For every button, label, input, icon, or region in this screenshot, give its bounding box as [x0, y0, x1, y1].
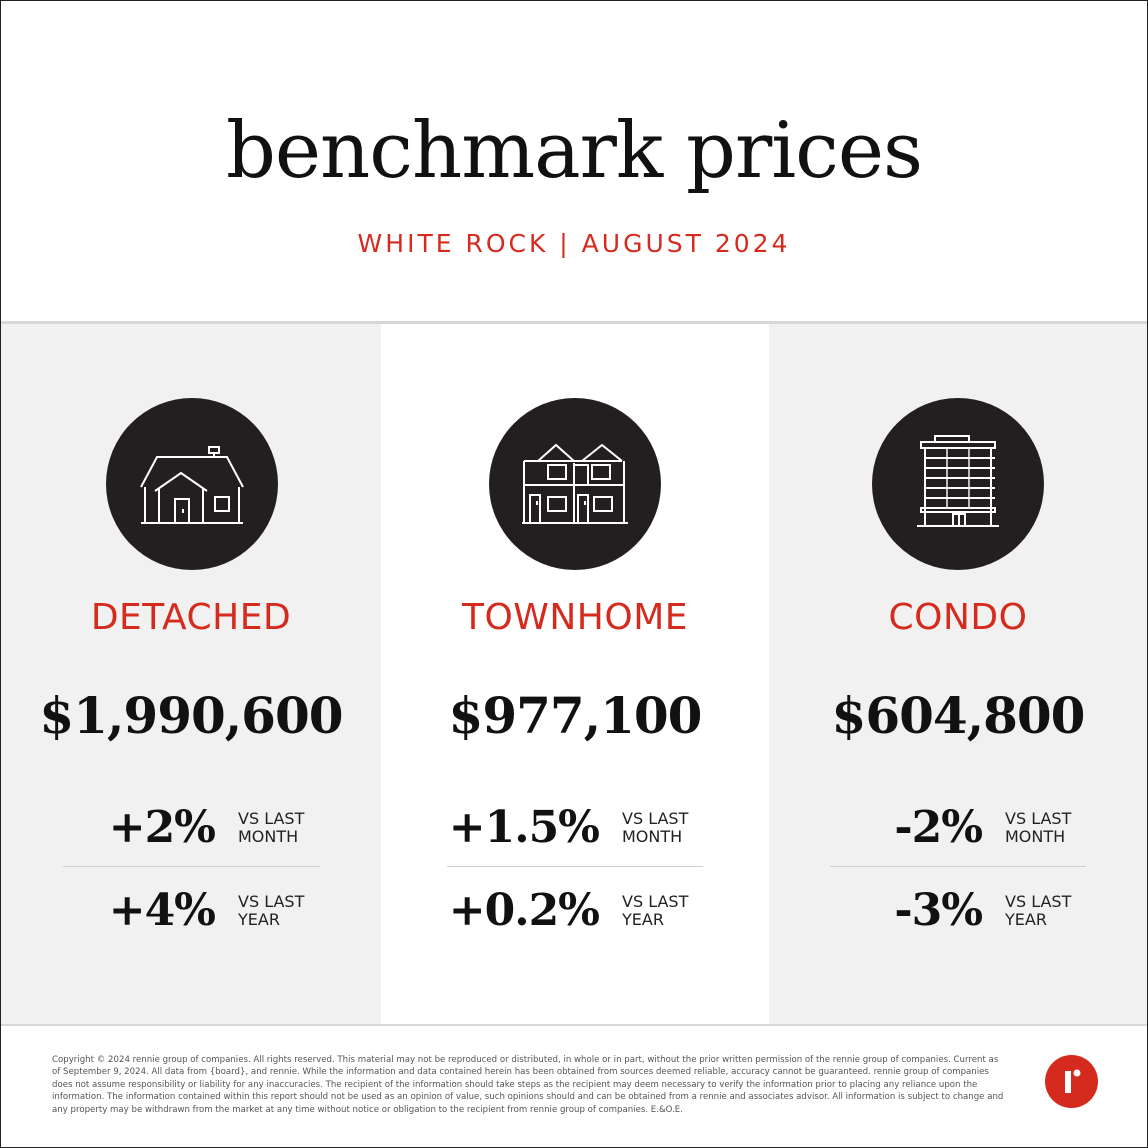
change-label: VS LAST MONTH — [238, 810, 338, 846]
change-label-line2: YEAR — [238, 910, 280, 929]
rennie-logo-icon — [1045, 1055, 1098, 1108]
change-label-line1: VS LAST — [238, 809, 305, 828]
change-value: +1.5% — [448, 802, 600, 853]
change-label: VS LAST MONTH — [1005, 810, 1105, 846]
change-label-line2: YEAR — [622, 910, 664, 929]
change-label: VS LAST MONTH — [622, 810, 722, 846]
change-label: VS LAST YEAR — [238, 893, 338, 929]
column-townhome: TOWNHOME $977,100 +1.5% VS LAST MONTH +0… — [381, 324, 769, 1024]
stat-row-month: +2% VS LAST MONTH — [1, 798, 381, 858]
benchmark-price: $1,990,600 — [39, 686, 343, 745]
change-label-line1: VS LAST — [622, 892, 689, 911]
change-label-line1: VS LAST — [1005, 809, 1072, 828]
townhome-icon — [489, 398, 661, 570]
stat-divider — [63, 866, 320, 867]
change-label: VS LAST YEAR — [622, 893, 722, 929]
property-type-label: CONDO — [888, 597, 1028, 638]
change-value: +0.2% — [448, 885, 600, 936]
column-detached: DETACHED $1,990,600 +2% VS LAST MONTH +4… — [1, 324, 381, 1024]
stat-row-month: -2% VS LAST MONTH — [769, 798, 1147, 858]
change-label-line2: YEAR — [1005, 910, 1047, 929]
change-value: -3% — [894, 885, 983, 936]
stat-row-year: -3% VS LAST YEAR — [769, 881, 1147, 941]
page-subtitle: WHITE ROCK | AUGUST 2024 — [357, 229, 791, 258]
property-type-label: TOWNHOME — [461, 597, 689, 638]
condo-building-icon — [872, 398, 1044, 570]
change-label-line1: VS LAST — [622, 809, 689, 828]
benchmark-price: $977,100 — [448, 686, 703, 745]
change-label-line2: MONTH — [238, 827, 299, 846]
change-value: +4% — [108, 885, 216, 936]
change-label-line2: MONTH — [1005, 827, 1066, 846]
column-condo: CONDO $604,800 -2% VS LAST MONTH -3% VS … — [769, 324, 1147, 1024]
price-columns: DETACHED $1,990,600 +2% VS LAST MONTH +4… — [1, 324, 1147, 1024]
footer-divider — [1, 1024, 1147, 1026]
change-label: VS LAST YEAR — [1005, 893, 1105, 929]
change-label-line1: VS LAST — [238, 892, 305, 911]
page-title: benchmark prices — [225, 106, 923, 196]
benchmark-price: $604,800 — [831, 686, 1086, 745]
change-label-line2: MONTH — [622, 827, 683, 846]
footer: Copyright © 2024 rennie group of compani… — [1, 1026, 1147, 1147]
header-divider — [1, 321, 1147, 324]
stat-divider — [447, 866, 703, 867]
stat-row-month: +1.5% VS LAST MONTH — [381, 798, 769, 858]
stat-row-year: +4% VS LAST YEAR — [1, 881, 381, 941]
property-type-label: DETACHED — [90, 597, 292, 638]
stat-row-year: +0.2% VS LAST YEAR — [381, 881, 769, 941]
change-value: -2% — [894, 802, 983, 853]
header: benchmark prices WHITE ROCK | AUGUST 202… — [1, 1, 1147, 321]
change-value: +2% — [108, 802, 216, 853]
stat-divider — [830, 866, 1086, 867]
detached-house-icon — [106, 398, 278, 570]
change-label-line1: VS LAST — [1005, 892, 1072, 911]
disclaimer-text: Copyright © 2024 rennie group of compani… — [52, 1055, 1004, 1115]
